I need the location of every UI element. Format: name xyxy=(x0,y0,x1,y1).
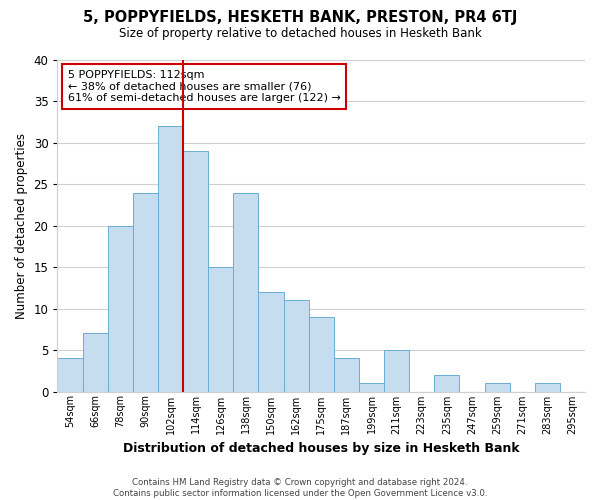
Bar xyxy=(359,383,384,392)
Text: 5 POPPYFIELDS: 112sqm
← 38% of detached houses are smaller (76)
61% of semi-deta: 5 POPPYFIELDS: 112sqm ← 38% of detached … xyxy=(68,70,341,103)
Y-axis label: Number of detached properties: Number of detached properties xyxy=(15,133,28,319)
Bar xyxy=(58,358,83,392)
Bar xyxy=(284,300,308,392)
Text: 5, POPPYFIELDS, HESKETH BANK, PRESTON, PR4 6TJ: 5, POPPYFIELDS, HESKETH BANK, PRESTON, P… xyxy=(83,10,517,25)
Bar xyxy=(308,317,334,392)
Bar xyxy=(259,292,284,392)
Bar xyxy=(183,151,208,392)
X-axis label: Distribution of detached houses by size in Hesketh Bank: Distribution of detached houses by size … xyxy=(123,442,520,455)
Bar xyxy=(485,383,509,392)
Bar xyxy=(233,192,259,392)
Bar xyxy=(108,226,133,392)
Bar xyxy=(334,358,359,392)
Bar xyxy=(384,350,409,392)
Bar xyxy=(133,192,158,392)
Text: Contains HM Land Registry data © Crown copyright and database right 2024.
Contai: Contains HM Land Registry data © Crown c… xyxy=(113,478,487,498)
Bar xyxy=(208,267,233,392)
Bar xyxy=(158,126,183,392)
Bar xyxy=(434,375,460,392)
Text: Size of property relative to detached houses in Hesketh Bank: Size of property relative to detached ho… xyxy=(119,28,481,40)
Bar xyxy=(83,334,108,392)
Bar xyxy=(535,383,560,392)
